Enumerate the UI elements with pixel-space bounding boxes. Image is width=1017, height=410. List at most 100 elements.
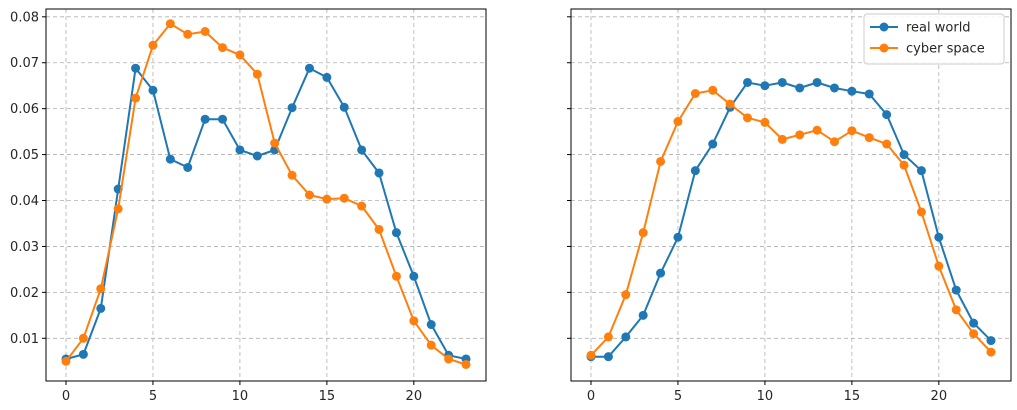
data-point-real-world xyxy=(690,166,700,176)
data-point-real-world xyxy=(304,63,314,73)
data-point-cyber-space xyxy=(252,69,262,79)
data-point-cyber-space xyxy=(113,204,123,214)
data-point-cyber-space xyxy=(951,305,961,315)
data-point-cyber-space xyxy=(812,125,822,135)
data-point-real-world xyxy=(829,83,839,93)
data-point-real-world xyxy=(339,102,349,112)
legend-box xyxy=(863,13,1005,65)
data-point-cyber-space xyxy=(986,347,996,357)
data-point-real-world xyxy=(96,303,106,313)
data-point-cyber-space xyxy=(916,207,926,217)
data-point-real-world xyxy=(391,228,401,238)
data-point-real-world xyxy=(603,352,613,362)
data-point-real-world xyxy=(916,166,926,176)
data-point-cyber-space xyxy=(690,89,700,99)
data-point-cyber-space xyxy=(339,193,349,203)
data-point-cyber-space xyxy=(864,133,874,143)
data-point-cyber-space xyxy=(287,170,297,180)
data-point-real-world xyxy=(673,232,683,242)
data-point-cyber-space xyxy=(899,160,909,170)
data-point-real-world xyxy=(165,154,175,164)
series-line-cyber-space xyxy=(590,89,992,356)
y-tick-label: 0.01 xyxy=(10,332,39,347)
data-point-real-world xyxy=(235,145,245,155)
data-point-cyber-space xyxy=(777,134,787,144)
data-point-real-world xyxy=(882,110,892,120)
data-point-cyber-space xyxy=(322,194,332,204)
data-point-cyber-space xyxy=(78,333,88,343)
data-point-real-world xyxy=(795,83,805,93)
data-point-real-world xyxy=(252,151,262,161)
data-point-real-world xyxy=(322,72,332,82)
data-point-real-world xyxy=(148,85,158,95)
data-point-cyber-space xyxy=(270,138,280,148)
data-point-real-world xyxy=(200,114,210,124)
data-point-cyber-space xyxy=(409,316,419,326)
data-point-cyber-space xyxy=(760,117,770,127)
data-point-cyber-space xyxy=(96,284,106,294)
data-point-real-world xyxy=(847,86,857,96)
data-point-real-world xyxy=(218,114,228,124)
data-point-cyber-space xyxy=(603,332,613,342)
data-point-real-world xyxy=(131,63,141,73)
data-point-cyber-space xyxy=(708,85,718,95)
data-point-real-world xyxy=(287,103,297,113)
data-point-real-world xyxy=(951,285,961,295)
x-tick-label: 20 xyxy=(406,389,423,404)
data-point-real-world xyxy=(743,77,753,87)
data-point-cyber-space xyxy=(426,340,436,350)
x-tick-label: 15 xyxy=(319,389,336,404)
data-point-cyber-space xyxy=(218,43,228,53)
x-tick-label: 5 xyxy=(674,389,682,404)
data-point-cyber-space xyxy=(743,113,753,123)
data-point-real-world xyxy=(374,168,384,178)
data-point-real-world xyxy=(621,332,631,342)
series-line-real-world xyxy=(591,81,992,358)
data-point-real-world xyxy=(357,145,367,155)
data-point-real-world xyxy=(777,77,787,87)
data-point-cyber-space xyxy=(148,40,158,50)
y-tick-label: 0.05 xyxy=(10,148,39,163)
axes-frame xyxy=(570,8,1012,382)
data-point-cyber-space xyxy=(882,139,892,149)
y-tick-label: 0.07 xyxy=(10,56,39,71)
axes-frame xyxy=(45,8,487,382)
y-tick-label: 0.02 xyxy=(10,286,39,301)
data-point-cyber-space xyxy=(586,350,596,360)
data-point-cyber-space xyxy=(391,271,401,281)
x-tick-label: 0 xyxy=(587,389,595,404)
legend-label-cyber-space: cyber space xyxy=(906,42,985,57)
data-point-cyber-space xyxy=(61,356,71,366)
data-point-cyber-space xyxy=(200,27,210,37)
data-point-cyber-space xyxy=(725,99,735,109)
data-point-cyber-space xyxy=(969,329,979,339)
data-point-real-world xyxy=(708,139,718,149)
legend: real world cyber space xyxy=(863,13,1005,65)
data-point-real-world xyxy=(183,162,193,172)
data-point-cyber-space xyxy=(183,29,193,39)
data-point-cyber-space xyxy=(165,19,175,29)
data-point-cyber-space xyxy=(656,156,666,166)
data-point-cyber-space xyxy=(621,290,631,300)
y-tick-label: 0.04 xyxy=(10,194,39,209)
chart-panel-2: 0 5 10 15 20 real world cyber space xyxy=(567,8,1012,404)
x-tick-label: 10 xyxy=(232,389,249,404)
data-point-real-world xyxy=(760,81,770,91)
data-point-cyber-space xyxy=(461,359,471,369)
x-tick-label: 5 xyxy=(149,389,157,404)
legend-label-real-world: real world xyxy=(906,21,971,36)
data-point-cyber-space xyxy=(304,190,314,200)
data-point-real-world xyxy=(986,336,996,346)
data-point-real-world xyxy=(78,349,88,359)
x-tick-label: 0 xyxy=(62,389,70,404)
y-tick-label: 0.06 xyxy=(10,102,39,117)
data-point-real-world xyxy=(409,271,419,281)
data-point-real-world xyxy=(899,150,909,160)
data-point-real-world xyxy=(934,232,944,242)
data-point-real-world xyxy=(426,320,436,330)
data-point-cyber-space xyxy=(934,261,944,271)
data-point-cyber-space xyxy=(235,50,245,60)
data-point-cyber-space xyxy=(638,228,648,238)
